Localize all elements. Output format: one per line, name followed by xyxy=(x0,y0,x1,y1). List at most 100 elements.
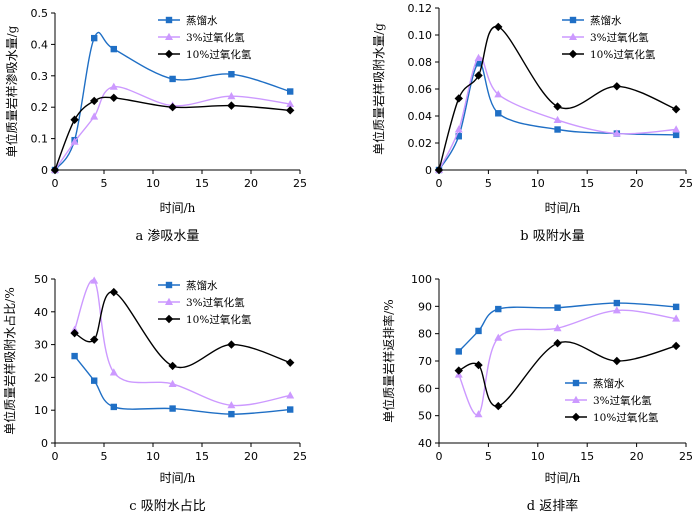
y-axis-label: 单位质量岩样渗吸水量/g xyxy=(4,25,19,157)
data-point xyxy=(50,165,60,175)
y-tick-label: 80 xyxy=(418,328,432,341)
legend-marker xyxy=(568,49,578,59)
data-point xyxy=(110,45,117,53)
y-tick-label: 70 xyxy=(418,355,432,368)
chart-panel-a: 0 5 10 15 20 25 0 0.1 0.2 0.3 0.4 0.5 时间/h 单位质量岩样渗吸水量… xyxy=(4,7,307,244)
x-axis-label: 时间/h xyxy=(160,471,196,485)
panel-caption: a 渗吸水量 xyxy=(136,229,200,244)
data-point xyxy=(474,410,483,418)
data-point xyxy=(287,88,294,95)
chart-panel-c: 0 5 10 15 20 25 0 10 20 30 40 50 时间/h 单位质量岩样吸附水占比/% c … xyxy=(2,273,307,514)
y-tick-label: 0.02 xyxy=(408,137,433,150)
data-point xyxy=(495,110,502,117)
x-tick-label: 15 xyxy=(195,450,209,463)
x-tick-label: 15 xyxy=(580,177,594,190)
x-tick-label: 10 xyxy=(531,450,545,463)
x-tick-label: 10 xyxy=(146,450,160,463)
legend-label: 10%过氧化氢 xyxy=(590,48,656,61)
legend-label: 蒸馏水 xyxy=(186,14,218,27)
x-axis-label: 时间/h xyxy=(160,201,196,215)
data-point xyxy=(474,71,483,80)
x-axis-label: 时间/h xyxy=(545,201,581,215)
data-point xyxy=(454,366,463,375)
series-line-1 xyxy=(73,279,291,407)
y-tick-label: 40 xyxy=(418,437,432,450)
data-point xyxy=(554,304,561,311)
data-point xyxy=(671,105,681,114)
y-tick-label: 0 xyxy=(41,437,48,450)
y-tick-label: 20 xyxy=(34,371,48,384)
data-point xyxy=(286,358,295,367)
data-point xyxy=(109,93,118,102)
legend-label: 3%过氧化氢 xyxy=(590,31,649,44)
data-point xyxy=(612,306,621,314)
y-tick-label: 100 xyxy=(411,273,432,286)
data-point xyxy=(228,410,235,418)
data-point xyxy=(168,103,177,112)
y-axis-label: 单位质量岩样吸附水占比/% xyxy=(2,287,17,434)
y-axis-label: 单位质量岩样吸附水量/g xyxy=(371,23,386,155)
chart-panel-b: 0 5 10 15 20 25 0 0.02 0.04 0.06 0.08 0.10 0.12 时间/h 单… xyxy=(371,2,693,244)
y-tick-label: 0 xyxy=(41,164,48,177)
legend-label: 蒸馏水 xyxy=(186,279,218,292)
x-tick-label: 20 xyxy=(630,177,644,190)
x-tick-label: 5 xyxy=(101,177,108,190)
data-point xyxy=(475,60,482,67)
x-tick-label: 15 xyxy=(580,450,594,463)
series-line-0 xyxy=(74,355,291,415)
data-point xyxy=(287,406,294,413)
y-tick-label: 0.3 xyxy=(31,70,49,83)
legend-label: 3%过氧化氢 xyxy=(593,394,652,407)
legend-label: 10%过氧化氢 xyxy=(593,411,659,424)
data-point xyxy=(454,94,463,103)
x-tick-label: 0 xyxy=(436,177,443,190)
data-point xyxy=(286,106,295,115)
y-tick-label: 40 xyxy=(34,306,48,319)
legend-marker xyxy=(571,412,581,422)
y-tick-label: 0.4 xyxy=(31,38,49,51)
data-point xyxy=(168,361,177,371)
x-tick-label: 20 xyxy=(630,450,644,463)
data-point xyxy=(455,133,462,140)
data-point xyxy=(474,53,483,61)
data-point xyxy=(494,333,503,341)
legend-label: 蒸馏水 xyxy=(593,377,625,390)
data-point xyxy=(70,137,79,145)
series-line-0 xyxy=(458,302,677,352)
legend-label: 蒸馏水 xyxy=(590,14,622,27)
data-point xyxy=(494,22,503,32)
data-point xyxy=(91,34,98,42)
legend-marker xyxy=(165,32,173,40)
legend-label: 10%过氧化氢 xyxy=(186,313,252,326)
y-tick-label: 30 xyxy=(34,339,48,352)
data-point xyxy=(613,299,621,307)
data-point xyxy=(109,82,118,90)
x-tick-label: 25 xyxy=(293,177,307,190)
data-point xyxy=(286,391,295,399)
data-point xyxy=(454,125,463,133)
legend-marker xyxy=(164,49,174,59)
data-point xyxy=(612,129,621,137)
x-tick-label: 20 xyxy=(244,177,258,190)
panel-caption: c 吸附水占比 xyxy=(129,499,205,514)
data-point xyxy=(70,115,79,124)
y-tick-label: 0 xyxy=(425,164,432,177)
legend-label: 10%过氧化氢 xyxy=(186,48,252,61)
x-tick-label: 10 xyxy=(146,177,160,190)
x-tick-label: 25 xyxy=(293,450,307,463)
y-tick-label: 0.12 xyxy=(408,2,433,15)
data-point xyxy=(554,126,561,133)
x-tick-label: 0 xyxy=(52,177,59,190)
y-tick-label: 60 xyxy=(418,382,432,395)
data-point xyxy=(109,368,118,376)
x-tick-label: 5 xyxy=(101,450,108,463)
x-tick-label: 5 xyxy=(485,450,492,463)
data-point xyxy=(90,112,99,120)
data-point xyxy=(494,401,503,411)
legend-marker xyxy=(572,379,580,387)
data-point xyxy=(90,335,99,344)
panel-caption: d 返排率 xyxy=(527,498,578,514)
x-axis-label: 时间/h xyxy=(545,471,581,485)
y-tick-label: 0.06 xyxy=(408,83,433,96)
data-point xyxy=(90,96,99,106)
